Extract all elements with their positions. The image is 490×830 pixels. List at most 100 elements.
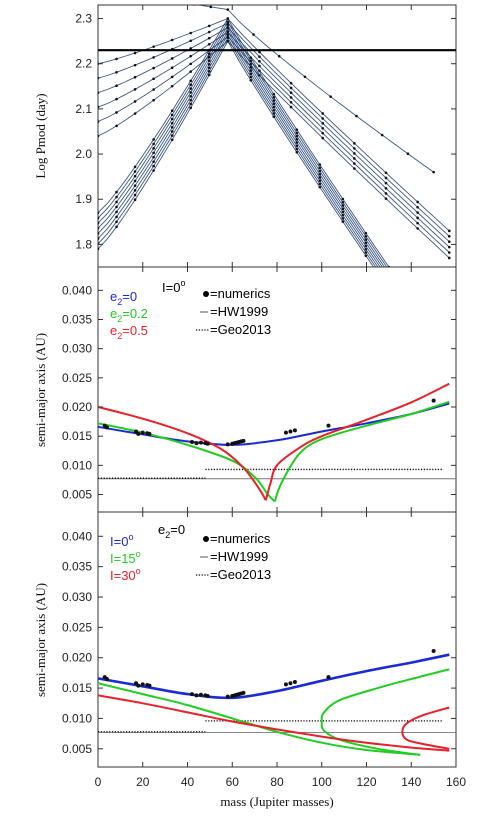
period-curve-upper-dot	[189, 39, 192, 43]
period-curve-upper-dot	[189, 70, 192, 73]
period-curve-lower-dot	[364, 238, 368, 241]
period-curve-upper-dot	[133, 75, 137, 79]
period-curve-upper-dot	[384, 186, 388, 190]
period-curve-lower-dot	[189, 91, 192, 94]
period-curve-lower-dot	[249, 72, 253, 76]
numerics-point	[194, 693, 199, 698]
period-curve-lower-dot	[249, 56, 253, 59]
legend-entry-degree: o	[128, 532, 133, 542]
period-curve-upper-dot	[170, 66, 174, 69]
period-curve-upper-dot	[189, 31, 192, 35]
ytick-label: 0.030	[62, 590, 92, 604]
period-curve-lower	[98, 40, 375, 267]
ytick-label: 0.020	[62, 400, 92, 414]
period-curve-upper-dot	[447, 245, 451, 249]
period-curve-lower-dot	[341, 200, 345, 204]
period-curve-upper-dot	[416, 200, 419, 204]
period-curve-upper-dot	[152, 45, 155, 48]
eccentricity-ylabel: semi-major axis (AU)	[33, 333, 48, 447]
period-curve-lower-dot	[295, 141, 299, 144]
period-curve-outer-dot	[432, 170, 435, 174]
period-curve-lower-dot	[207, 52, 211, 55]
eccentricity-curves	[98, 382, 450, 503]
period-curve-upper-dot	[321, 131, 325, 135]
period-curve-lower-dot	[152, 142, 155, 146]
period-curve-lower-dot	[364, 244, 368, 248]
period-curve-upper-dot	[353, 152, 356, 155]
period-curve-lower-dot	[318, 169, 322, 173]
numerics-point	[198, 692, 203, 697]
period-curve-lower-dot	[189, 98, 192, 102]
period-curve-upper-dot	[152, 98, 155, 102]
period-curve-lower-dot	[318, 172, 322, 176]
period-curve-lower-dot	[226, 20, 230, 24]
period-curve-upper-dot	[447, 234, 451, 238]
numerics-point	[225, 442, 230, 447]
inclination-yticks: 0.005 0.010 0.015 0.020 0.025 0.030 0.035 0.040	[62, 529, 456, 756]
period-curve-upper-dot	[353, 167, 356, 170]
period-curve-lower-dot	[189, 94, 192, 98]
numerics-point	[104, 425, 109, 430]
ytick-label: 1.9	[75, 192, 92, 206]
period-curve-lower-dot	[272, 96, 276, 99]
period-curve-upper-dot	[170, 84, 174, 88]
xtick-label: 60	[226, 775, 240, 789]
ytick-label: 0.005	[62, 742, 92, 756]
period-curve-upper-dot	[133, 112, 137, 115]
ytick-label: 0.010	[62, 711, 92, 725]
legend-entry-label: I=30	[110, 568, 136, 583]
period-curve-upper-dot	[289, 91, 293, 95]
numerics-point	[326, 675, 331, 680]
period-curve-lower-dot	[207, 55, 211, 59]
ytick-label: 2.2	[75, 57, 92, 71]
period-curve-lower-dot	[249, 66, 253, 69]
period-curve-upper-dot	[447, 256, 451, 260]
period-curve-lower-dot	[272, 108, 276, 112]
period-curve-lower-dot	[170, 134, 174, 137]
period-curve-lower-dot	[341, 204, 345, 207]
numerics-point	[140, 430, 145, 435]
period-curve-lower-dot	[170, 138, 174, 142]
period-curve-lower-dot	[364, 254, 368, 258]
period-curve-lower-dot	[249, 78, 253, 82]
period-curve-upper-dot	[321, 122, 325, 125]
inclination-xticks: 0 20 40 60 80 100 120 140 160	[95, 5, 466, 789]
period-curve-lower-dot	[133, 165, 137, 169]
period-curve-upper-dot	[115, 124, 118, 128]
period-curve-outer-dot	[226, 8, 230, 11]
period-curve-lower-dot	[98, 216, 100, 220]
period-curve-lower-dot	[272, 99, 276, 102]
legend-entry-degree: o	[136, 549, 141, 559]
eccentricity-legend-keys: =numerics =HW1999 =Geo2013	[196, 286, 271, 337]
numerics-point	[140, 682, 145, 687]
period-curve-lower-dot	[98, 221, 100, 225]
xtick-label: 40	[181, 775, 195, 789]
legend-entry: e2=0.2	[110, 306, 148, 324]
period-curve-upper-dot	[289, 86, 293, 90]
period-curve-lower-dot	[170, 130, 174, 133]
eccentricity-reference-lines	[98, 468, 456, 480]
period-curve-lower-dot	[133, 198, 137, 202]
period-curve-lower-dot	[152, 169, 155, 172]
period-curve-lower-dot	[115, 200, 118, 204]
numerics-point	[104, 676, 109, 681]
legend-entry-sub: 2	[117, 297, 122, 307]
period-curve-lower-dot	[133, 189, 137, 192]
series-e2-0-2-right-	[273, 400, 450, 502]
ytick-label: 0.025	[62, 371, 92, 385]
period-curve-lower-dot	[272, 112, 276, 115]
period-curve-upper-dot	[416, 205, 419, 209]
period-curve-upper-dot	[98, 120, 100, 123]
period-curve-upper-dot	[133, 88, 137, 91]
period-curve-upper-dot	[289, 105, 293, 109]
period-curve-upper-dot	[207, 24, 211, 28]
inclination-panel: 0.005 0.010 0.015 0.020 0.025 0.030 0.035 0.040…	[33, 5, 466, 809]
legend-entry: I=0o	[110, 532, 133, 549]
period-curve-lower-dot	[226, 36, 230, 40]
period-curve-upper-dot	[321, 136, 325, 140]
period-curve-lower-dot	[133, 174, 137, 178]
period-curve-lower-dot	[226, 33, 230, 36]
legend-entry: e2=0	[110, 289, 137, 307]
legend-key-label: =HW1999	[210, 549, 268, 564]
